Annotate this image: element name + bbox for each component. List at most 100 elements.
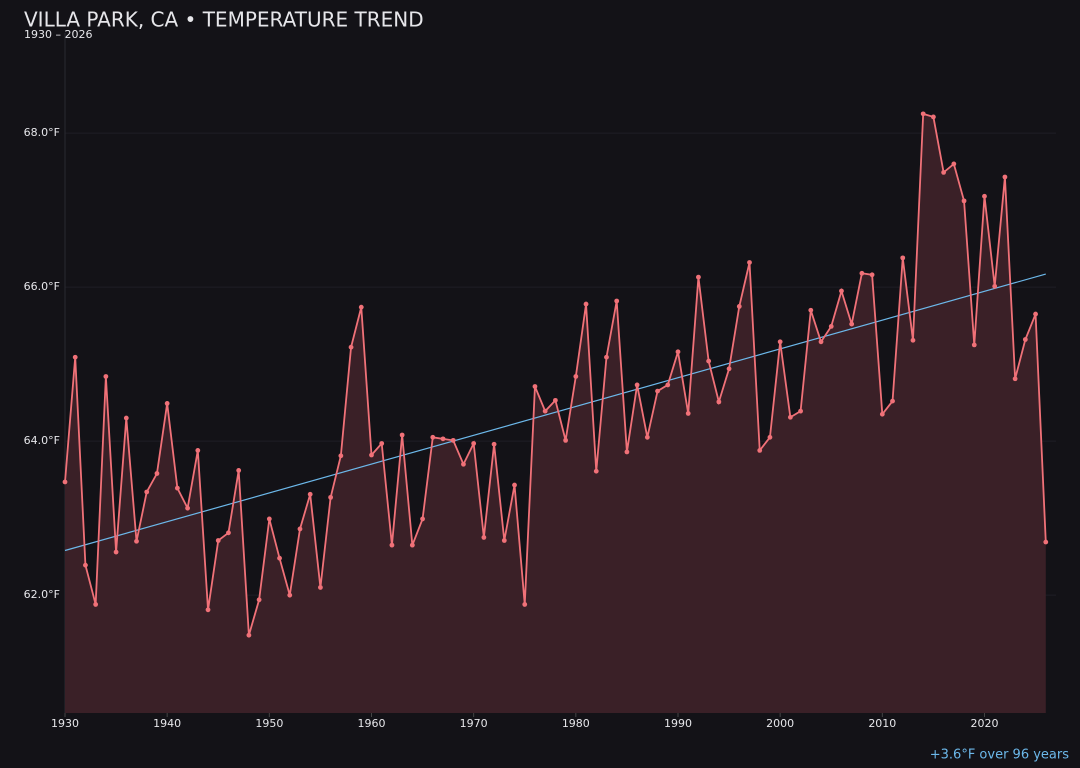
- point: [481, 535, 487, 540]
- point: [277, 555, 282, 561]
- x-tick-label: 1960: [357, 717, 385, 730]
- point: [696, 274, 701, 280]
- point: [839, 288, 844, 294]
- y-tick-label: 68.0°F: [24, 126, 60, 139]
- point: [736, 303, 742, 309]
- point: [992, 283, 998, 289]
- point: [685, 411, 691, 416]
- point: [532, 384, 538, 389]
- point: [113, 549, 119, 555]
- point: [164, 401, 170, 406]
- point: [1033, 311, 1038, 317]
- point: [624, 449, 630, 455]
- point: [1022, 337, 1028, 342]
- point: [471, 441, 477, 446]
- point: [430, 434, 436, 440]
- point: [859, 270, 865, 276]
- point: [747, 260, 752, 265]
- point: [982, 193, 987, 199]
- point: [266, 516, 272, 522]
- x-tick-label: 2000: [766, 717, 794, 730]
- point: [787, 414, 793, 420]
- point: [604, 354, 609, 360]
- point: [409, 542, 415, 548]
- point: [890, 398, 895, 404]
- point: [879, 411, 885, 417]
- point: [461, 461, 466, 467]
- point: [614, 298, 620, 304]
- point: [246, 632, 252, 638]
- y-tick-label: 64.0°F: [24, 434, 60, 447]
- point: [573, 374, 579, 379]
- point: [358, 304, 364, 310]
- point: [818, 339, 824, 345]
- point: [828, 324, 834, 329]
- x-tick-label: 1970: [460, 717, 488, 730]
- point: [849, 321, 855, 327]
- point: [563, 437, 569, 443]
- point: [808, 307, 814, 313]
- point: [501, 538, 507, 543]
- point: [798, 408, 803, 414]
- y-tick-label: 66.0°F: [24, 280, 60, 293]
- point: [450, 437, 456, 443]
- point: [644, 434, 650, 440]
- point: [552, 397, 558, 403]
- x-tick-label: 1950: [255, 717, 283, 730]
- point: [951, 161, 957, 167]
- point: [675, 349, 681, 355]
- point: [1012, 376, 1018, 382]
- chart-subtitle: 1930 – 2026: [24, 28, 92, 41]
- point: [134, 538, 139, 544]
- point: [154, 471, 160, 476]
- point: [348, 344, 354, 350]
- x-tick-label: 1980: [562, 717, 590, 730]
- point: [338, 453, 344, 459]
- point: [420, 516, 425, 522]
- area: [65, 113, 1046, 713]
- point: [767, 434, 773, 440]
- point: [62, 479, 68, 485]
- point: [1043, 539, 1049, 545]
- chart-title: VILLA PARK, CA • TEMPERATURE TREND: [24, 8, 424, 32]
- trend-annotation: +3.6°F over 96 years: [930, 748, 1069, 763]
- point: [236, 468, 242, 473]
- point: [307, 491, 313, 497]
- point: [593, 468, 599, 474]
- point: [369, 452, 374, 458]
- point: [665, 382, 671, 388]
- point: [93, 602, 99, 607]
- point: [634, 382, 640, 388]
- point: [318, 585, 323, 590]
- point: [123, 415, 129, 421]
- point: [716, 399, 722, 405]
- point: [297, 526, 303, 532]
- point: [961, 198, 967, 204]
- point: [328, 494, 334, 500]
- point: [910, 337, 916, 343]
- point: [185, 505, 190, 511]
- point: [583, 301, 589, 307]
- point: [144, 489, 150, 495]
- point: [174, 485, 180, 491]
- point: [941, 169, 947, 175]
- point: [757, 447, 763, 453]
- point: [491, 441, 497, 447]
- x-tick-label: 2020: [970, 717, 998, 730]
- x-tick-label: 2010: [868, 717, 896, 730]
- point: [931, 114, 936, 120]
- point: [726, 366, 732, 372]
- point: [103, 374, 109, 379]
- point: [72, 354, 78, 360]
- trend-line: [64, 273, 1046, 552]
- point: [379, 441, 385, 446]
- y-tick-label: 62.0°F: [24, 588, 60, 601]
- x-tick-label: 1990: [664, 717, 692, 730]
- point: [512, 482, 517, 488]
- point: [83, 562, 88, 568]
- point: [399, 432, 405, 438]
- point: [522, 602, 528, 607]
- point: [777, 339, 783, 345]
